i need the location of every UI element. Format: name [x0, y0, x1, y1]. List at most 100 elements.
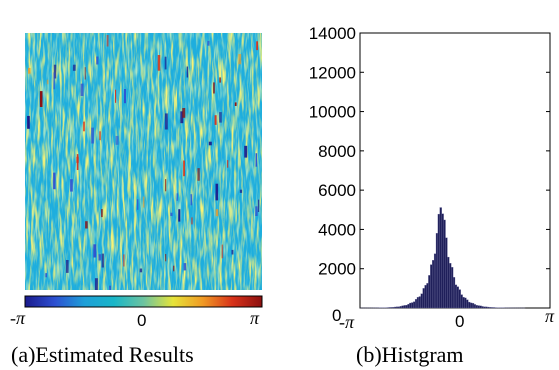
- histogram-bar: [466, 299, 469, 309]
- histogram-bar: [451, 267, 454, 309]
- histogram-bar: [490, 307, 494, 309]
- histogram-bar: [418, 296, 421, 309]
- histogram-bar: [452, 277, 456, 309]
- phase-speckle: [109, 285, 111, 290]
- x-axis: 0 -π 0 π: [332, 306, 555, 332]
- phase-speckle: [123, 254, 125, 267]
- caption-a: (a)Estimated Results: [11, 342, 194, 367]
- histogram-bar: [414, 299, 418, 309]
- phase-speckle: [244, 145, 248, 158]
- phase-speckle: [180, 111, 184, 124]
- histogram-bar: [428, 275, 431, 309]
- caption-b: (b)Histgram: [356, 342, 464, 367]
- phase-speckle: [101, 209, 103, 218]
- phase-speckle: [183, 160, 185, 177]
- histogram-bar: [481, 306, 484, 309]
- phase-speckle: [83, 121, 85, 132]
- histogram-bar: [454, 284, 458, 309]
- phase-map-yellow-streaks: [25, 33, 262, 290]
- y-tick-label: 8000: [318, 142, 356, 161]
- histogram-plot-area: [359, 32, 551, 309]
- histogram-bar: [390, 307, 393, 309]
- phase-speckle: [84, 67, 86, 80]
- histogram-bar: [397, 306, 401, 309]
- x-tick-label: π: [545, 306, 555, 326]
- histogram-bar: [403, 305, 406, 309]
- histogram-bar: [401, 305, 404, 309]
- phase-speckle: [28, 67, 31, 74]
- histogram-bar: [388, 307, 391, 309]
- phase-speckle: [219, 77, 221, 83]
- phase-speckle: [115, 135, 119, 145]
- y-tick-label: 12000: [309, 63, 356, 82]
- histogram-bar: [392, 307, 395, 309]
- histogram-bar: [426, 283, 429, 309]
- phase-speckle: [70, 179, 73, 192]
- phase-speckle: [143, 196, 145, 208]
- y-tick-label: 14000: [309, 24, 356, 43]
- histogram-bar: [405, 305, 408, 309]
- histogram-bar: [399, 306, 402, 309]
- histogram-bar: [485, 306, 488, 309]
- phase-speckle: [207, 40, 210, 46]
- histogram-bar: [437, 213, 440, 309]
- phase-speckle: [101, 253, 104, 268]
- phase-map-speckles: [27, 35, 260, 290]
- histogram-bar: [441, 213, 444, 309]
- phase-speckle: [165, 179, 167, 192]
- phase-speckle: [234, 102, 237, 106]
- histogram-bar: [447, 256, 450, 309]
- phase-speckle: [170, 212, 173, 216]
- phase-speckle: [80, 83, 84, 96]
- phase-speckle: [257, 199, 260, 212]
- histogram-bar: [432, 260, 435, 309]
- y-tick-label: 10000: [309, 103, 356, 122]
- histogram-bar: [468, 301, 471, 309]
- histogram-bar: [445, 237, 448, 309]
- y-axis: 2000 4000 6000 8000 10000 12000 14000: [309, 24, 550, 309]
- phase-speckle: [53, 64, 57, 79]
- histogram-bar: [411, 302, 414, 309]
- colorbar: -π 0 π: [10, 295, 263, 330]
- histogram-bar: [416, 297, 420, 309]
- phase-speckle: [178, 209, 181, 222]
- phase-speckle: [227, 160, 229, 168]
- histogram-bar: [394, 306, 397, 309]
- histogram-bar: [464, 297, 467, 309]
- colorbar-tick-label: -π: [10, 308, 26, 328]
- phase-speckle: [214, 115, 217, 125]
- phase-speckle: [215, 209, 219, 217]
- phase-speckle: [215, 183, 219, 201]
- y-tick-label: 2000: [318, 260, 356, 279]
- phase-speckle: [72, 64, 76, 71]
- x-tick-label: 0: [455, 312, 464, 331]
- phase-speckle: [115, 89, 117, 103]
- phase-speckle: [27, 115, 30, 129]
- phase-speckle: [124, 89, 126, 104]
- phase-speckle: [165, 254, 167, 262]
- histogram-bar: [483, 306, 486, 309]
- histogram-bar: [443, 219, 446, 309]
- histogram-bar: [471, 303, 475, 309]
- phase-map-panel: [25, 33, 262, 290]
- histogram-bar: [407, 304, 410, 309]
- phase-speckle: [98, 254, 101, 261]
- histogram-bar: [409, 302, 412, 309]
- phase-speckle: [238, 54, 242, 65]
- phase-speckle: [164, 56, 167, 70]
- histogram-bar: [395, 306, 399, 309]
- colorbar-tick-label: π: [250, 308, 260, 328]
- phase-speckle: [46, 79, 49, 85]
- histogram-bars: [359, 207, 526, 309]
- histogram-bar: [433, 253, 437, 309]
- phase-speckle: [45, 273, 47, 278]
- phase-speckle: [157, 55, 161, 71]
- phase-speckle: [139, 268, 143, 273]
- phase-speckle: [91, 127, 94, 144]
- phase-speckle: [213, 82, 215, 94]
- phase-speckle: [182, 108, 186, 118]
- phase-speckle: [239, 189, 243, 193]
- phase-speckle: [255, 206, 258, 216]
- phase-speckle: [65, 260, 69, 273]
- phase-speckle: [99, 131, 101, 141]
